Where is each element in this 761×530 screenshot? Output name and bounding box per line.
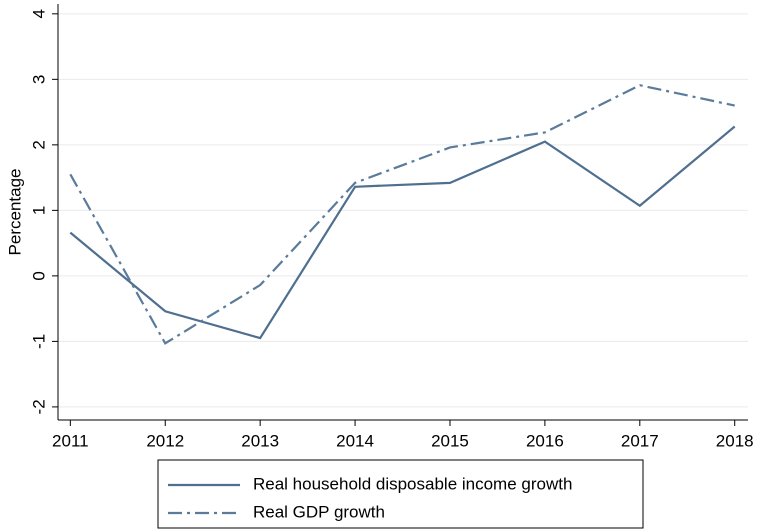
y-tick-label: 3 [29,75,48,84]
legend-label: Real GDP growth [253,502,385,521]
x-tick-label: 2016 [526,431,564,450]
x-tick-label: 2017 [621,431,659,450]
y-tick-label: -1 [29,334,48,349]
y-tick-label: 1 [29,206,48,215]
y-tick-label: 2 [29,140,48,149]
x-tick-label: 2012 [146,431,184,450]
y-tick-label: -2 [29,399,48,414]
y-axis-label: Percentage [5,169,24,256]
y-tick-label: 0 [29,271,48,280]
line-series [69,125,736,340]
x-tick-label: 2015 [431,431,469,450]
x-tick-label: 2013 [241,431,279,450]
line-series [69,84,735,345]
x-tick-label: 2011 [52,431,89,450]
legend-label: Real household disposable income growth [253,474,572,493]
legend-box [157,459,644,529]
x-tick-label: 2014 [336,431,374,450]
y-tick-label: 4 [29,9,48,18]
x-tick-label: 2018 [716,431,754,450]
